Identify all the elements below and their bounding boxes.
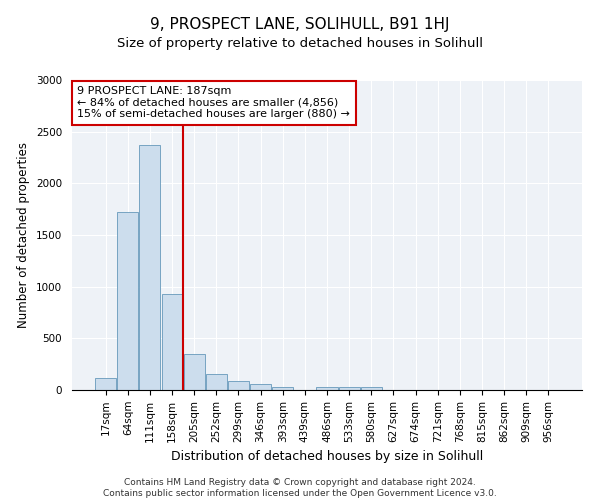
Bar: [228, 381, 249, 390]
Bar: [184, 354, 205, 390]
Bar: [361, 387, 382, 390]
Bar: [118, 212, 139, 390]
Bar: [95, 378, 116, 390]
Bar: [139, 144, 160, 390]
Bar: [316, 387, 338, 390]
Bar: [338, 387, 359, 390]
Bar: [161, 294, 182, 390]
Text: Contains HM Land Registry data © Crown copyright and database right 2024.
Contai: Contains HM Land Registry data © Crown c…: [103, 478, 497, 498]
Text: 9 PROSPECT LANE: 187sqm
← 84% of detached houses are smaller (4,856)
15% of semi: 9 PROSPECT LANE: 187sqm ← 84% of detache…: [77, 86, 350, 120]
X-axis label: Distribution of detached houses by size in Solihull: Distribution of detached houses by size …: [171, 450, 483, 463]
Y-axis label: Number of detached properties: Number of detached properties: [17, 142, 31, 328]
Bar: [206, 374, 227, 390]
Bar: [250, 384, 271, 390]
Text: Size of property relative to detached houses in Solihull: Size of property relative to detached ho…: [117, 38, 483, 51]
Bar: [272, 387, 293, 390]
Text: 9, PROSPECT LANE, SOLIHULL, B91 1HJ: 9, PROSPECT LANE, SOLIHULL, B91 1HJ: [150, 18, 450, 32]
